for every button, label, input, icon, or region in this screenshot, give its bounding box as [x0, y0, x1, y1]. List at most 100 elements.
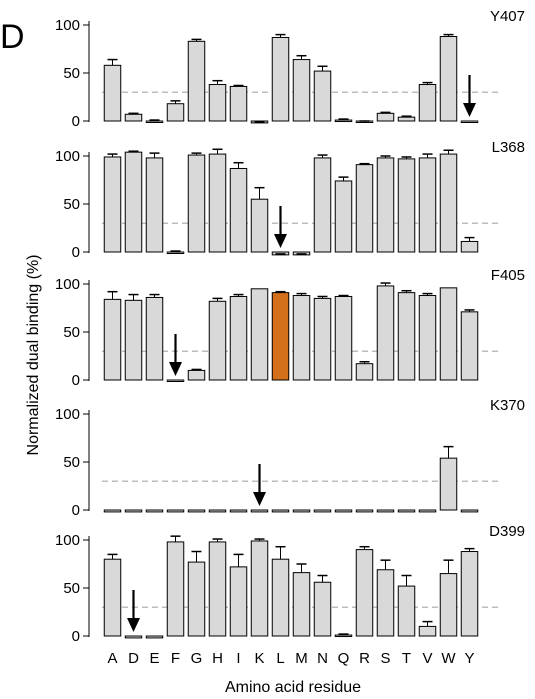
bar-d399-w — [439, 573, 458, 637]
bar-l368-r — [355, 164, 374, 253]
panel-k370: 0 50 100 K370 — [55, 397, 525, 519]
bar-l368-f — [166, 251, 185, 254]
panel-l368: 0 50 100 L368 — [55, 139, 525, 261]
bar-f405-v — [418, 295, 437, 381]
bar-f405-g — [187, 369, 206, 381]
bar-y407-t — [397, 116, 416, 122]
bar-d399-d — [124, 635, 143, 639]
category-label-e: E — [149, 650, 159, 667]
y-tick-label: 100 — [55, 148, 80, 165]
bar-d399-f — [166, 541, 185, 637]
bar-l368-e — [145, 157, 164, 253]
bar-k370-m — [292, 509, 311, 513]
category-label-k: K — [254, 650, 264, 667]
bar-k370-a — [103, 509, 122, 513]
bar-y407-e — [145, 120, 164, 123]
bar-l368-s — [376, 157, 395, 253]
bar-d399-k — [250, 540, 269, 637]
bar-k370-d — [124, 509, 143, 513]
bar-k370-w — [439, 457, 458, 511]
bar-d399-n — [313, 581, 332, 637]
figure-letter: D — [0, 18, 25, 56]
panel-label: Y407 — [490, 8, 525, 25]
bar-y407-f — [166, 103, 185, 122]
panel-label: F405 — [491, 267, 525, 284]
category-label-l: L — [276, 650, 284, 667]
category-label-d: D — [128, 650, 139, 667]
category-label-s: S — [380, 650, 390, 667]
bar-y407-y — [460, 120, 479, 123]
category-label-g: G — [191, 650, 203, 667]
bar-f405-k — [250, 288, 269, 381]
category-label-y: Y — [464, 650, 474, 667]
bar-k370-l — [271, 509, 290, 513]
bar-d399-v — [418, 625, 437, 637]
bar-d399-y — [460, 551, 479, 637]
bar-d399-m — [292, 572, 311, 637]
y-tick-label: 50 — [63, 454, 80, 471]
panels-group: 0 50 100 Y407 0 50 100 L368 0 50 100 F405 0 50 100 K370… — [55, 8, 525, 645]
category-label-q: Q — [338, 650, 350, 667]
y-tick-label: 0 — [72, 502, 80, 519]
bar-f405-e — [145, 296, 164, 381]
bar-f405-d — [124, 299, 143, 381]
bar-f405-t — [397, 292, 416, 381]
y-tick-label: 50 — [63, 324, 80, 341]
bar-k370-n — [313, 509, 332, 513]
bar-y407-w — [439, 36, 458, 122]
bar-y407-i — [229, 85, 248, 122]
bar-f405-n — [313, 297, 332, 381]
x-axis-title: Amino acid residue — [225, 679, 361, 696]
bar-l368-q — [334, 180, 353, 253]
category-label-t: T — [402, 650, 411, 667]
bar-f405-a — [103, 298, 122, 381]
bar-y407-q — [334, 119, 353, 123]
bar-l368-k — [250, 198, 269, 253]
bar-d399-s — [376, 569, 395, 637]
arrowhead-icon — [463, 103, 476, 117]
bar-d399-t — [397, 585, 416, 637]
bar-k370-g — [187, 509, 206, 513]
category-label-f: F — [171, 650, 180, 667]
y-tick-label: 100 — [55, 276, 80, 293]
bar-f405-f — [166, 379, 185, 382]
bar-d399-a — [103, 558, 122, 637]
category-label-h: H — [212, 650, 223, 667]
arrowhead-icon — [253, 492, 266, 506]
bar-d399-e — [145, 635, 164, 639]
panel-label: D399 — [489, 523, 525, 540]
bar-k370-t — [397, 509, 416, 513]
bar-l368-d — [124, 151, 143, 253]
bar-f405-q — [334, 295, 353, 381]
bar-d399-q — [334, 634, 353, 638]
bar-f405-m — [292, 295, 311, 381]
category-label-a: A — [107, 650, 117, 667]
bar-l368-h — [208, 153, 227, 253]
bar-k370-i — [229, 509, 248, 513]
bar-y407-a — [103, 64, 122, 122]
category-label-i: I — [236, 650, 240, 667]
arrowhead-icon — [169, 362, 182, 376]
bar-l368-i — [229, 167, 248, 253]
bar-f405-s — [376, 285, 395, 381]
y-tick-label: 0 — [72, 113, 80, 130]
panel-d399: 0 50 100 D399 — [55, 523, 525, 645]
bar-f405-i — [229, 295, 248, 381]
bar-y407-g — [187, 40, 206, 122]
bar-k370-v — [418, 509, 437, 513]
y-tick-label: 0 — [72, 628, 80, 645]
bar-k370-f — [166, 509, 185, 513]
bar-y407-n — [313, 70, 332, 122]
bar-f405-h — [208, 300, 227, 381]
bar-y407-m — [292, 59, 311, 122]
bar-y407-s — [376, 112, 395, 122]
y-tick-label: 0 — [72, 372, 80, 389]
bar-y407-v — [418, 84, 437, 122]
bar-y407-h — [208, 84, 227, 122]
category-label-m: M — [295, 650, 308, 667]
category-label-n: N — [317, 650, 328, 667]
bar-l368-g — [187, 154, 206, 253]
arrowhead-icon — [274, 234, 287, 248]
